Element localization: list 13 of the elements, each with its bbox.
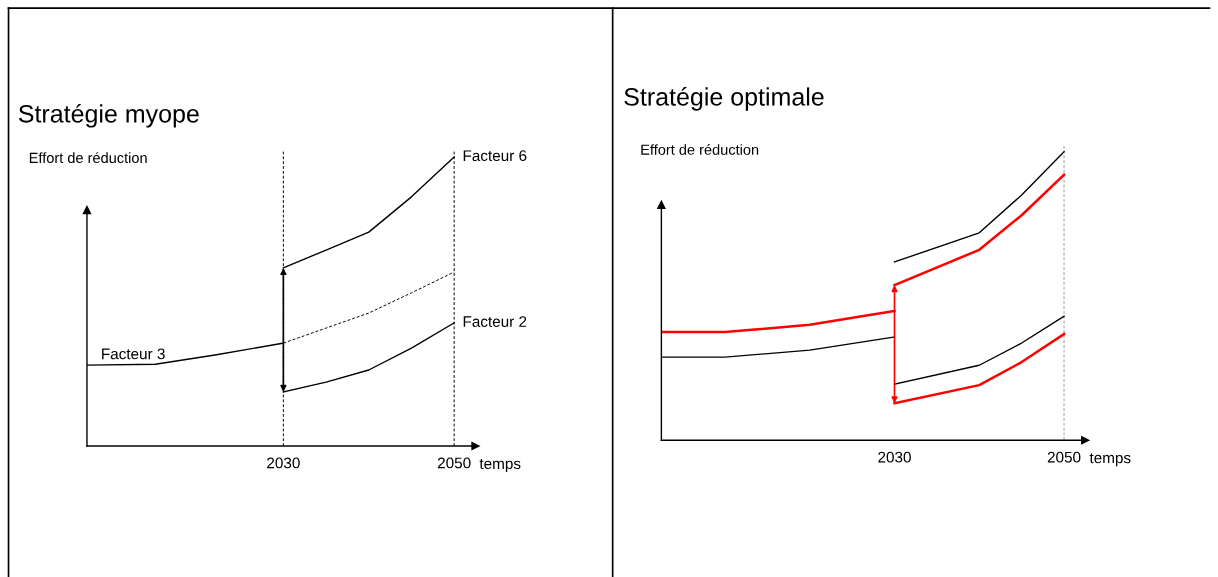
x-tick-label: 2030: [878, 451, 911, 463]
x-tick-label: 2050: [437, 457, 471, 469]
chart-title: Stratégie optimale: [624, 87, 824, 111]
x-axis-title: temps: [479, 459, 521, 473]
x-axis-title: temps: [1089, 453, 1131, 467]
series-label: Facteur 3: [102, 348, 165, 360]
x-tick-label: 2030: [267, 457, 300, 469]
y-axis-title: Effort de réduction: [29, 152, 147, 164]
series-label: Facteur 6: [463, 150, 527, 162]
chart-title: Stratégie myope: [18, 103, 199, 128]
x-tick-label: 2050: [1047, 451, 1081, 463]
series-label: Facteur 2: [463, 316, 527, 327]
y-axis-title: Effort de réduction: [641, 143, 759, 155]
